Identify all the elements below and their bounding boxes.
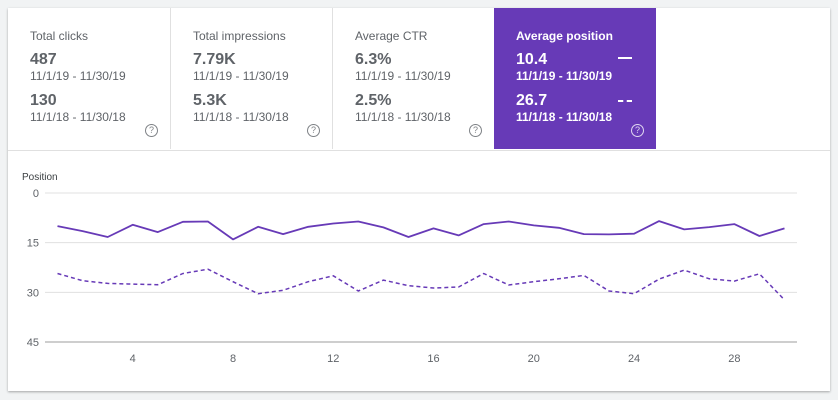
metric-cards: Total clicks 487 11/1/19 - 11/30/19 130 … [8, 8, 830, 151]
x-tick-label: 28 [728, 353, 740, 365]
x-tick-label: 4 [130, 353, 136, 365]
metric-label: Total clicks [30, 29, 89, 43]
y-tick-label: 30 [27, 287, 39, 299]
metric-previous-range: 11/1/18 - 11/30/18 [355, 110, 451, 124]
metric-previous-range: 11/1/18 - 11/30/18 [516, 110, 613, 124]
help-circle-icon[interactable]: ? [469, 124, 482, 137]
metric-current-range: 11/1/19 - 11/30/19 [355, 69, 451, 83]
metric-current-value: 7.79K [193, 51, 236, 68]
metric-current-value: 487 [30, 51, 57, 68]
help-circle-icon[interactable]: ? [145, 124, 158, 137]
x-tick-label: 8 [230, 353, 236, 365]
dashed-line-legend-icon [618, 100, 632, 102]
help-circle-icon[interactable]: ? [307, 124, 320, 137]
y-axis-title: Position [22, 172, 58, 183]
metric-card-average-ctr[interactable]: Average CTR 6.3% 11/1/19 - 11/30/19 2.5%… [332, 8, 494, 149]
solid-line-legend-icon [618, 57, 632, 59]
y-tick-label: 0 [33, 188, 39, 200]
metric-current-value: 10.4 [516, 51, 548, 68]
metric-label: Average position [516, 29, 613, 43]
metric-previous-range: 11/1/18 - 11/30/18 [193, 110, 289, 124]
position-chart: Position 0 15 30 45 4 8 12 16 20 24 28 [8, 151, 830, 391]
metric-previous-value: 26.7 [516, 92, 548, 109]
metric-card-average-position[interactable]: Average position 10.4 11/1/19 - 11/30/19… [494, 8, 656, 149]
metric-label: Total impressions [193, 29, 286, 43]
y-tick-label: 45 [27, 337, 39, 349]
metric-card-total-clicks[interactable]: Total clicks 487 11/1/19 - 11/30/19 130 … [8, 8, 170, 149]
metric-current-range: 11/1/19 - 11/30/19 [193, 69, 289, 83]
metric-previous-range: 11/1/18 - 11/30/18 [30, 110, 126, 124]
metric-previous-value: 2.5% [355, 92, 392, 109]
series-line-previous [57, 268, 786, 301]
metric-previous-value: 130 [30, 92, 57, 109]
metric-current-range: 11/1/19 - 11/30/19 [30, 69, 126, 83]
x-tick-label: 16 [427, 353, 439, 365]
line-chart-svg: 0 15 30 45 4 8 12 16 20 24 28 [27, 188, 797, 365]
performance-panel: Total clicks 487 11/1/19 - 11/30/19 130 … [8, 8, 830, 391]
y-tick-label: 15 [27, 238, 39, 250]
metric-current-range: 11/1/19 - 11/30/19 [516, 69, 613, 83]
x-tick-label: 12 [327, 353, 339, 365]
metric-current-value: 6.3% [355, 51, 392, 68]
x-tick-label: 24 [628, 353, 640, 365]
metric-previous-value: 5.3K [193, 92, 227, 109]
series-line-current [57, 220, 785, 241]
metric-card-total-impressions[interactable]: Total impressions 7.79K 11/1/19 - 11/30/… [170, 8, 332, 149]
metric-label: Average CTR [355, 29, 428, 43]
help-circle-icon[interactable]: ? [631, 124, 644, 137]
x-tick-label: 20 [528, 353, 540, 365]
